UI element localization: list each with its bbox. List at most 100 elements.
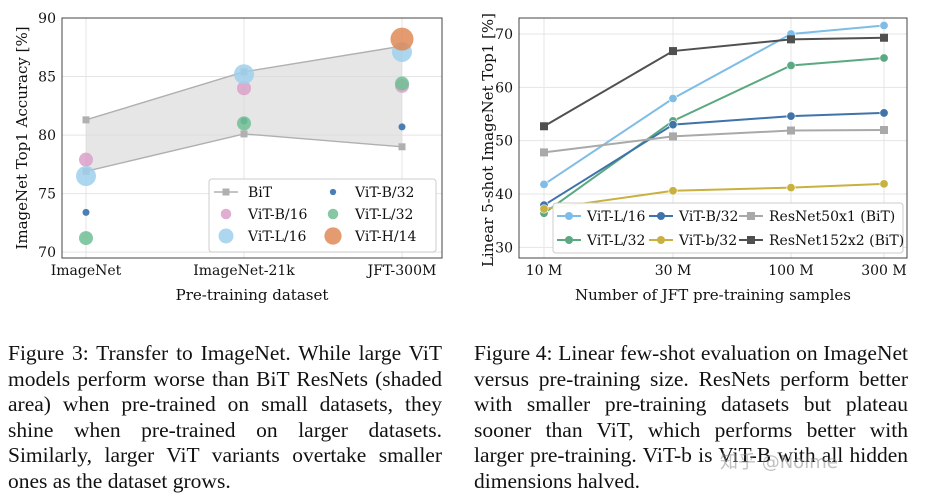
y-tick-label: 60 — [495, 80, 513, 96]
figure4-series-lines — [539, 20, 889, 218]
y-tick-label: 80 — [38, 128, 56, 144]
legend-vit-l-16-marker — [218, 228, 234, 244]
line-vit-l-16 — [543, 24, 885, 186]
y-tick-label: 70 — [38, 245, 56, 261]
y-tick-label: 75 — [38, 187, 56, 203]
point-vit-b-32 — [786, 111, 796, 121]
line-resnet50x1-bit — [543, 129, 885, 154]
figure4-plot-frame — [518, 17, 908, 259]
figure4-x-axis-label: Number of JFT pre-training samples — [575, 286, 851, 304]
legend-vit-l-32-marker — [327, 208, 339, 220]
figure3-marks — [76, 27, 414, 246]
point-resnet50x1-bit — [787, 126, 795, 135]
point-resnet152x2-bit — [787, 35, 795, 44]
x-tick-label: 10 M — [526, 263, 563, 279]
y-tick-label: 30 — [495, 240, 513, 256]
x-tick-label: ImageNet-21k — [193, 263, 295, 279]
point-vit-b-32 — [786, 183, 796, 193]
point-resnet152x2-bit — [880, 33, 888, 42]
figure4-y-ticks: 30 40 50 60 70 — [495, 27, 513, 256]
bit-point — [240, 130, 248, 138]
legend-vit-h-14-marker — [324, 227, 342, 245]
line-vit-b-32 — [543, 182, 885, 210]
legend-resnet50x1-bit-label: ResNet50x1 (BiT) — [769, 209, 895, 225]
point-vit-b-32 — [879, 179, 889, 189]
vit-point-vit-l-16 — [234, 64, 254, 85]
line-resnet152x2-bit — [543, 36, 885, 128]
point-resnet50x1-bit — [540, 148, 548, 157]
line-vit-b-32 — [543, 111, 885, 207]
vit-point-vit-b-16 — [79, 152, 93, 167]
point-vit-l-32 — [879, 53, 889, 63]
line-vit-l-32 — [543, 57, 885, 215]
vit-point-vit-l-32 — [79, 231, 93, 246]
legend-vit-l-16-label: ViT-L/16 — [247, 229, 307, 245]
y-tick-label: 50 — [495, 134, 513, 150]
legend-vit-l-16-marker — [565, 212, 573, 220]
legend-vit-b-32-label: ViT-B/32 — [678, 209, 738, 225]
figure3-legend: BiT ViT-B/32 ViT-B/16 ViT-L/32 ViT-L/16 ViT-H… — [208, 178, 437, 253]
x-tick-label: 300 M — [861, 263, 907, 279]
figure4-legend: ViT-L/16 ViT-L/32 ViT-B/32 ViT-b/32 ResNet50… — [552, 202, 904, 254]
figure4-legend-box — [552, 202, 904, 254]
legend-vit-h-14-label: ViT-H/14 — [354, 229, 416, 245]
legend-resnet152x2-bit-marker — [747, 236, 755, 244]
figure3-legend-box — [208, 178, 437, 253]
legend-vit-b-32-label: ViT-b/32 — [678, 233, 737, 249]
vit-point-vit-b-16 — [237, 81, 251, 96]
point-resnet152x2-bit — [540, 122, 548, 131]
legend-vit-b-32-marker — [329, 188, 337, 196]
y-tick-label: 70 — [495, 27, 513, 43]
vit-point-vit-b-32 — [398, 123, 406, 131]
point-resnet50x1-bit — [669, 132, 677, 141]
x-tick-label: JFT-300M — [366, 263, 437, 279]
point-vit-l-16 — [879, 20, 889, 30]
figure3-y-ticks: 70 75 80 85 90 — [38, 11, 56, 261]
point-vit-b-32 — [668, 186, 678, 196]
point-vit-b-32 — [668, 120, 678, 130]
figure3-caption: Figure 3: Transfer to ImageNet. While la… — [8, 341, 442, 493]
point-vit-l-32 — [786, 60, 796, 70]
x-tick-label: 30 M — [655, 263, 692, 279]
legend-resnet152x2-bit-label: ResNet152x2 (BiT) — [769, 233, 904, 249]
figure4-chart: 30 40 50 60 70 10 M 30 M 100 M 300 M Number of … — [479, 13, 908, 304]
point-vit-b-32 — [539, 204, 549, 214]
legend-bit-marker — [222, 188, 230, 196]
point-vit-l-16 — [539, 179, 549, 189]
y-tick-label: 90 — [38, 11, 56, 27]
bit-point — [82, 116, 90, 124]
legend-vit-l-16-label: ViT-L/16 — [586, 209, 646, 225]
point-vit-l-16 — [668, 94, 678, 104]
vit-point-vit-b-32 — [82, 208, 90, 216]
legend-vit-l-32-marker — [565, 236, 573, 244]
vit-point-vit-l-16 — [76, 166, 96, 187]
figure4-y-axis-label: Linear 5-shot ImageNet Top1 [%] — [479, 13, 497, 267]
figure3-x-ticks: ImageNet ImageNet-21k JFT-300M — [51, 263, 437, 279]
legend-resnet50x1-bit-marker — [747, 212, 755, 220]
figure3-plot-frame — [61, 17, 443, 259]
figure4-caption: Figure 4: Linear few-shot evaluation on … — [474, 341, 908, 493]
point-resnet50x1-bit — [880, 126, 888, 134]
figure4-x-ticks: 10 M 30 M 100 M 300 M — [526, 263, 907, 279]
legend-vit-b-32-label: ViT-B/32 — [354, 185, 414, 201]
watermark-text: 知乎 @Nolme — [720, 452, 838, 473]
legend-vit-b-32-marker — [657, 212, 665, 220]
vit-point-vit-l-32 — [237, 116, 251, 131]
legend-vit-b-16-marker — [220, 208, 232, 220]
y-tick-label: 85 — [38, 70, 56, 86]
vit-point-vit-l-32 — [395, 76, 409, 91]
legend-vit-l-32-label: ViT-L/32 — [354, 207, 413, 223]
legend-bit-label: BiT — [248, 185, 273, 201]
y-tick-label: 40 — [495, 187, 513, 203]
point-resnet152x2-bit — [669, 47, 677, 56]
x-tick-label: ImageNet — [51, 263, 122, 279]
x-tick-label: 100 M — [768, 263, 814, 279]
point-vit-b-32 — [879, 108, 889, 118]
figure3-x-axis-label: Pre-training dataset — [176, 286, 329, 304]
legend-vit-l-32-label: ViT-L/32 — [586, 233, 645, 249]
vit-point-vit-h-14 — [390, 27, 414, 51]
bit-point — [398, 143, 406, 151]
figure3-y-axis-label: ImageNet Top1 Accuracy [%] — [13, 26, 31, 249]
legend-vit-b-32-marker — [657, 236, 665, 244]
